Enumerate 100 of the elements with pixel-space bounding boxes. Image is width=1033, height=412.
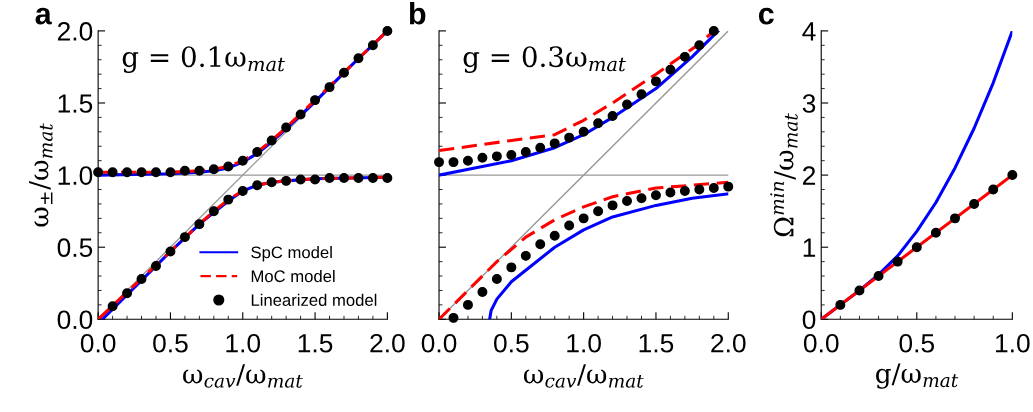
x-axis-title: g/ω$_{mat}$ [876,363,959,389]
point [151,167,161,178]
point [324,82,335,93]
point [367,173,378,183]
y-tick-label: 2 [803,166,816,185]
point [665,64,676,75]
point [165,246,176,257]
point [339,67,349,78]
point [708,183,719,194]
point [107,301,118,312]
point [679,51,690,62]
point [723,181,734,192]
point [636,89,647,100]
point [679,185,690,196]
y-tick-label: 0 [802,310,816,330]
y-tick-label: 1.0 [58,166,93,185]
point [535,239,546,250]
point [665,187,676,198]
point [593,206,604,217]
point [136,273,147,284]
point [237,185,248,196]
point [194,165,205,176]
point [223,194,234,205]
point [252,180,263,191]
point [179,165,190,176]
point [607,200,618,211]
point [310,174,321,185]
point [506,262,517,273]
point [622,196,633,207]
point [622,99,633,110]
chart-title: b [409,2,426,25]
point [295,109,306,120]
point [353,173,364,183]
annotation: g = 0.3ω$_{mat}$ [463,46,626,73]
point [266,135,277,146]
x-tick-label: 0.5 [899,333,935,353]
y-axis-title: ω$_{±}$/ω$_{mat}$ [29,123,53,227]
point [93,167,104,178]
point [607,111,618,121]
x-tick-label: 0.0 [80,333,116,353]
point [593,118,604,129]
legend-label: SpC model [251,246,332,262]
point [694,184,705,195]
point [310,95,321,106]
y-axis-title: Ω$^{min}$/ω$_{mat}$ [770,113,798,237]
point [367,40,378,51]
chart-title: c [758,7,774,25]
point [578,126,589,137]
point [281,175,292,186]
x-tick-label: 0.5 [153,333,188,353]
y-tick-label: 4 [802,22,816,41]
point [252,147,263,158]
point [462,299,473,310]
point [708,25,719,36]
annotation: g = 0.1ω$_{mat}$ [122,46,285,73]
point [491,273,502,284]
point [434,157,445,168]
y-tick-label: 2.0 [57,22,93,41]
x-tick-label: 0.0 [421,333,457,353]
point [151,260,161,271]
x-tick-label: 2.0 [711,333,746,353]
x-tick-label: 1.0 [996,333,1030,353]
point [208,164,219,175]
point [353,53,364,64]
point [237,155,248,166]
point [520,147,531,158]
x-axis-title: ω$_{cav}$/ω$_{mat}$ [523,364,644,388]
point [491,151,502,162]
point [122,288,133,299]
y-tick-label: 0.0 [57,310,93,330]
point [194,219,205,230]
point [107,167,118,178]
point [295,174,306,185]
point [477,152,488,163]
x-tick-label: 0.5 [494,333,529,353]
point [223,161,234,172]
point [208,206,219,217]
y-tick-label: 0.5 [57,238,93,258]
x-tick-label: 1.0 [567,333,601,353]
point [549,230,560,241]
point [462,155,473,166]
point [281,122,292,133]
point [506,149,517,160]
y-tick-label: 1 [803,238,816,257]
point [636,193,647,204]
x-tick-label: 1.0 [226,333,261,353]
point [520,250,531,261]
x-tick-label: 1.5 [298,334,333,353]
x-tick-label: 1.5 [639,334,674,353]
point [266,177,277,188]
point [179,232,190,243]
point [564,132,575,143]
x-axis-title: ω$_{cav}$/ω$_{mat}$ [183,364,303,388]
point [564,220,575,231]
point [448,157,459,168]
y-tick-label: 3 [802,94,816,113]
x-tick-label: 2.0 [370,333,405,353]
point [578,213,589,224]
point [650,190,661,201]
point [549,138,560,149]
